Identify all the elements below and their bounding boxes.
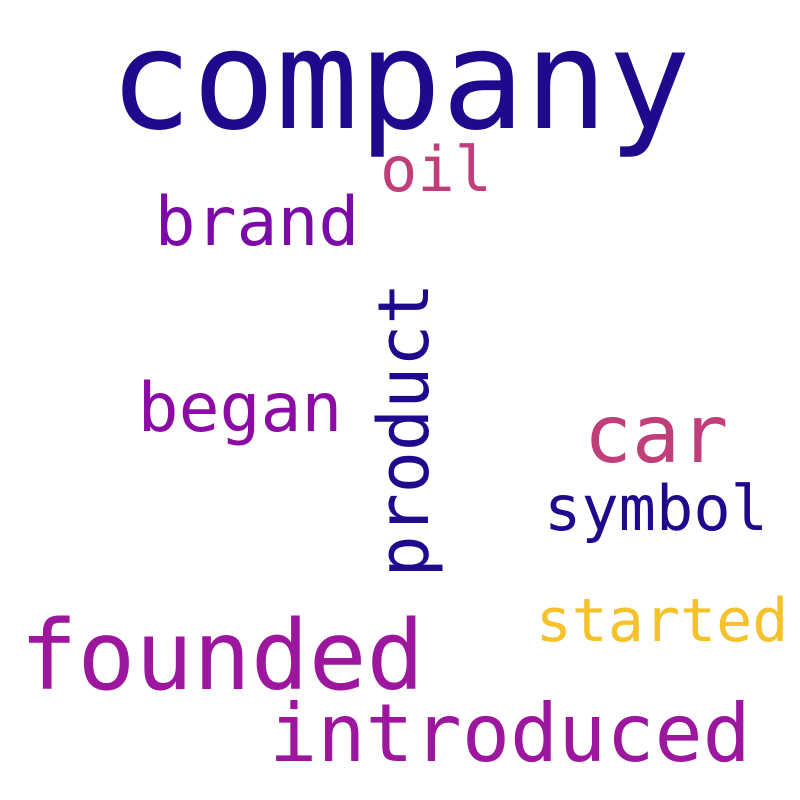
word-founded: founded [20,600,425,712]
word-oil: oil [380,133,492,206]
word-brand: brand [155,183,360,262]
word-product: product [363,282,445,577]
word-began: began [138,369,343,448]
word-introduced: introduced [269,687,751,780]
word-car: car [584,388,729,481]
word-symbol: symbol [544,472,768,545]
word-started: started [536,586,789,656]
word-company: company [109,0,691,161]
